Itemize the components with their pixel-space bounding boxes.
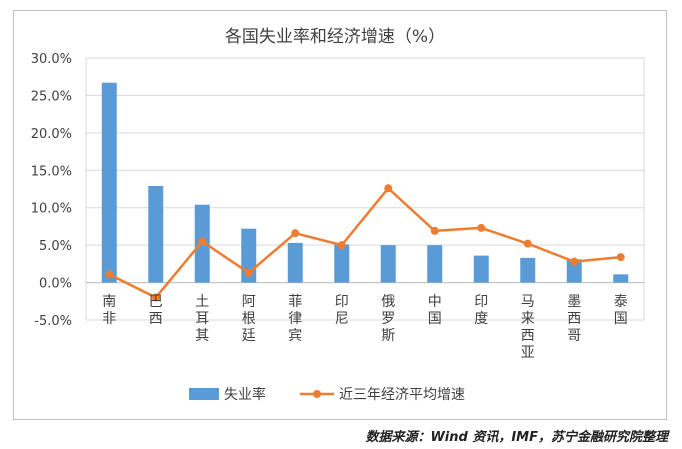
category-label: 南非 [102, 294, 116, 327]
source-note: 数据来源：Wind 资讯，IMF，苏宁金融研究院整理 [365, 430, 668, 445]
y-tick-label: 20.0% [31, 127, 72, 142]
chart-title: 各国失业率和经济增速（%） [225, 27, 445, 47]
growth-point [151, 293, 160, 302]
growth-line [108, 187, 621, 299]
growth-point [198, 237, 207, 246]
category-label: 印尼 [335, 294, 349, 327]
y-tick-label: 10.0% [31, 202, 72, 217]
growth-point [477, 223, 486, 232]
y-tick-label: 15.0% [31, 164, 72, 179]
bar [380, 245, 396, 283]
legend-bar-label: 失业率 [224, 386, 266, 403]
growth-point [616, 253, 625, 262]
category-label: 阿根廷 [242, 294, 256, 344]
bar [473, 255, 489, 283]
bar [101, 82, 117, 283]
legend-line-label: 近三年经济平均增速 [339, 387, 465, 403]
y-tick-label: 0.0% [39, 277, 72, 292]
growth-point [384, 184, 393, 193]
category-label: 中国 [428, 294, 442, 327]
growth-point [244, 268, 253, 277]
growth-point [523, 239, 532, 248]
growth-point [337, 241, 346, 250]
bar [287, 242, 303, 283]
category-label: 俄罗斯 [381, 294, 395, 344]
y-tick-label: 5.0% [39, 239, 72, 254]
category-label: 土耳其 [195, 294, 209, 344]
bar [566, 259, 582, 283]
category-label: 马来西亚 [521, 294, 535, 361]
legend-bar-swatch [189, 388, 219, 400]
bar [334, 244, 350, 283]
growth-point [291, 229, 300, 238]
legend-line-marker [313, 390, 321, 398]
growth-point [430, 226, 439, 235]
chart-frame [13, 10, 667, 420]
y-tick-label: -5.0% [34, 314, 72, 329]
category-label: 菲律宾 [288, 294, 302, 344]
category-label: 印度 [474, 294, 488, 327]
category-label: 墨西哥 [567, 294, 581, 344]
category-label: 泰国 [614, 294, 628, 327]
bar [520, 257, 536, 283]
y-tick-label: 30.0% [31, 52, 72, 67]
y-tick-label: 25.0% [31, 89, 72, 104]
growth-point [105, 270, 114, 279]
category-label: 巴西 [149, 294, 163, 327]
bar [427, 245, 443, 283]
bar [148, 186, 164, 283]
bar [613, 274, 629, 283]
growth-point [570, 257, 579, 266]
